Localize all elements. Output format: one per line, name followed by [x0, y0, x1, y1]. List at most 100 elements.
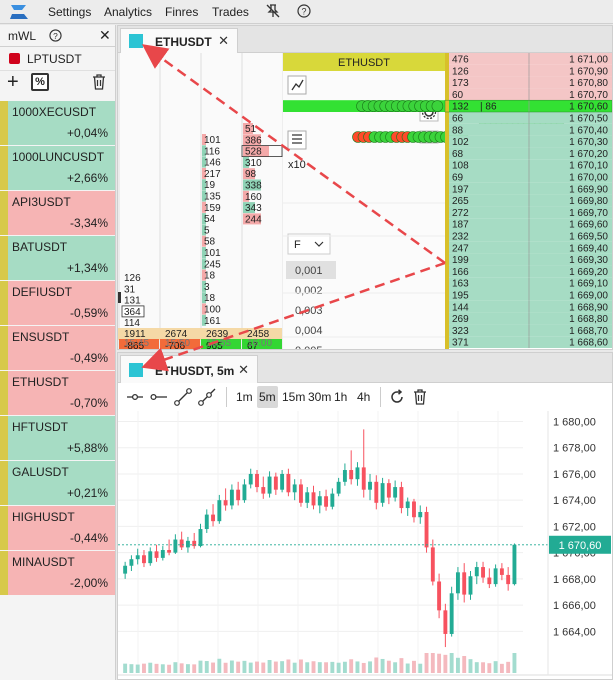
- row-stripe: [0, 146, 8, 190]
- ladder-price: 1 670,30: [569, 137, 608, 148]
- close-icon[interactable]: ✕: [218, 33, 229, 48]
- volume-bar: [160, 664, 165, 673]
- trendline-tool-icon[interactable]: [174, 388, 192, 406]
- ladder-row: [449, 194, 612, 207]
- candle-body: [317, 496, 322, 506]
- ladder-volume: 173: [452, 78, 469, 89]
- app-logo-icon[interactable]: [6, 2, 32, 22]
- timeframe-button-15m[interactable]: 15m: [282, 390, 306, 404]
- watchlist-row[interactable]: 1000LUNCUSDT +2,66%: [0, 146, 115, 191]
- row-stripe: [0, 461, 8, 505]
- ladder-price: 1 670,20: [569, 149, 608, 160]
- pin-off-icon[interactable]: [266, 4, 280, 18]
- time-axis-label: 16:00: [509, 678, 537, 679]
- help-icon[interactable]: ?: [297, 4, 311, 18]
- price-axis-label: 1 672,00: [553, 521, 596, 533]
- cluster-time: 15:50: [165, 338, 190, 349]
- cell-text: 217: [204, 169, 221, 180]
- watchlist-symbol: GALUSDT: [12, 465, 69, 479]
- ray-diagonal-tool-icon[interactable]: [198, 388, 216, 406]
- volume-bar: [185, 664, 190, 673]
- candle-body: [242, 484, 247, 501]
- tab-ethusdt-dom[interactable]: ETHUSDT ✕: [120, 28, 238, 53]
- close-icon[interactable]: ✕: [99, 27, 111, 43]
- time-axis-label: 13:30: [348, 678, 376, 679]
- cluster-time: 16:00: [247, 338, 272, 349]
- timeframe-button-5m[interactable]: 5m: [257, 386, 278, 408]
- watchlist-row[interactable]: HFTUSDT +5,88%: [0, 416, 115, 461]
- cell-text: 114: [124, 318, 140, 329]
- price-axis-label: 1 666,00: [553, 600, 596, 612]
- highlight-cell: [121, 305, 145, 318]
- volume-bar: [468, 659, 473, 673]
- timeframe-button-30m[interactable]: 30m: [308, 390, 332, 404]
- dom-cluster-view[interactable]: 1263113136411410111614621719135159545581…: [118, 53, 612, 349]
- selected-symbol-row[interactable]: LPTUSDT: [0, 47, 115, 71]
- help-icon[interactable]: ?: [49, 29, 62, 42]
- menu-analytics[interactable]: Analytics: [104, 5, 153, 19]
- menu-finres[interactable]: Finres: [165, 5, 199, 19]
- volume-bar: [386, 660, 391, 673]
- hline-tool-icon[interactable]: [150, 390, 168, 404]
- candle-body: [462, 572, 467, 595]
- watchlist-row[interactable]: HIGHUSDT -0,44%: [0, 506, 115, 551]
- watchlist-row[interactable]: BATUSDT +1,34%: [0, 236, 115, 281]
- tab-ethusdt-chart[interactable]: ETHUSDT, 5m ✕: [120, 355, 258, 383]
- timeframe-button-1m[interactable]: 1m: [236, 390, 253, 404]
- footer-delta-cell: [119, 339, 159, 349]
- cell-text: 244: [245, 214, 262, 225]
- reset-icon[interactable]: [389, 389, 405, 405]
- trash-icon[interactable]: [92, 74, 106, 90]
- add-icon[interactable]: +: [7, 71, 19, 93]
- volume-bar: [305, 662, 310, 673]
- watchlist-row[interactable]: DEFIUSDT -0,59%: [0, 281, 115, 326]
- trash-icon[interactable]: [413, 389, 427, 405]
- volume-bar: [355, 661, 360, 673]
- last-price-tag: [549, 535, 611, 554]
- volume-bar: [499, 663, 504, 673]
- volume-step: 0,003: [295, 305, 323, 317]
- ladder-price: 1 670,50: [569, 114, 608, 125]
- volume-bar: [299, 659, 303, 673]
- candle-body: [179, 539, 184, 548]
- timeframe-button-1h[interactable]: 1h: [334, 390, 348, 404]
- volume-bar: [242, 660, 247, 673]
- ladder-price: 1 669,10: [569, 279, 608, 290]
- watchlist-row[interactable]: API3USDT -3,34%: [0, 191, 115, 236]
- cell-text: 116: [204, 146, 220, 157]
- watchlist-change: -2,00%: [69, 576, 108, 590]
- ladder-volume: 232: [452, 232, 469, 243]
- close-icon[interactable]: ✕: [238, 362, 249, 377]
- watchlist-toolbar: + %: [0, 71, 115, 95]
- watchlist-row[interactable]: MINAUSDT -2,00%: [0, 551, 115, 596]
- watchlist-row[interactable]: GALUSDT +0,21%: [0, 461, 115, 506]
- candle-body: [493, 568, 498, 585]
- ladder-row: [449, 123, 612, 136]
- volume-bar: [361, 662, 366, 673]
- volume-bar: [493, 661, 498, 673]
- chart-panel: ETHUSDT, 5m ✕ 1m 5m 15m 30m 1h 4h 1 680,00 1 6…: [117, 352, 613, 680]
- candle-body: [160, 550, 165, 558]
- volume-bar: [512, 653, 517, 673]
- ray-tool-icon[interactable]: [126, 390, 144, 404]
- candle-body: [336, 481, 341, 494]
- menu-trades[interactable]: Trades: [212, 5, 249, 19]
- ladder-volume: 197: [452, 184, 469, 195]
- watchlist-change: +0,04%: [66, 126, 108, 140]
- watchlist-row[interactable]: ETHUSDT -0,70%: [0, 371, 115, 416]
- toolbar-divider: [380, 387, 381, 407]
- volume-bar: [437, 653, 442, 673]
- candle-body: [330, 493, 335, 507]
- watchlist-row[interactable]: ENSUSDT -0,49%: [0, 326, 115, 371]
- candle-body: [185, 540, 190, 548]
- candlestick-chart[interactable]: 1 680,00 1 678,00 1 676,00 1 674,00 1 672,00…: [118, 411, 612, 679]
- ladder-row: [449, 64, 612, 77]
- ladder-row: [449, 76, 612, 89]
- candle-body: [123, 565, 128, 574]
- percent-toggle-icon[interactable]: %: [31, 73, 49, 91]
- timeframe-button-4h[interactable]: 4h: [357, 390, 371, 404]
- price-axis-label: 1 668,00: [553, 574, 596, 586]
- watchlist-row[interactable]: 1000XECUSDT +0,04%: [0, 101, 115, 146]
- candle-body: [305, 492, 310, 503]
- menu-settings[interactable]: Settings: [48, 5, 92, 19]
